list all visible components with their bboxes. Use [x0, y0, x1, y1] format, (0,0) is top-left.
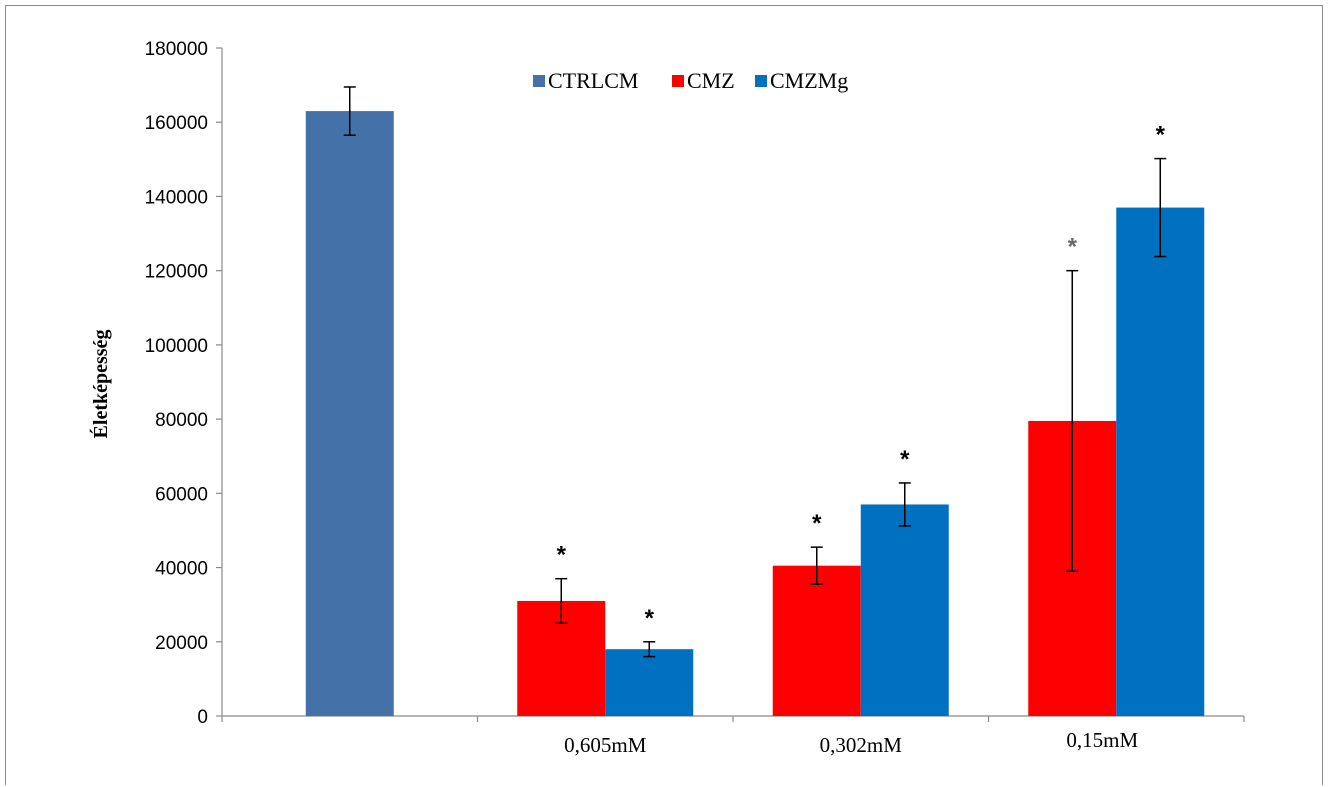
- x-tick-label: 0,15mM: [1066, 728, 1138, 752]
- y-tick-label: 100000: [145, 336, 208, 357]
- y-tick-label: 60000: [155, 484, 208, 505]
- significance-star: *: [1068, 234, 1078, 261]
- x-tick-label: 0,605mM: [564, 733, 647, 757]
- y-tick-label: 40000: [155, 559, 208, 580]
- bar: [772, 565, 861, 716]
- legend-label: CTRLCM: [548, 68, 638, 93]
- bar: [605, 649, 694, 716]
- significance-stars: * * * * * *: [557, 122, 1166, 632]
- significance-star: *: [1156, 122, 1166, 149]
- y-axis-title-group: Életképesség: [89, 330, 112, 439]
- legend-swatch: [755, 75, 767, 87]
- y-tick-label: 80000: [155, 410, 208, 431]
- y-tick-label: 180000: [145, 39, 208, 60]
- significance-star: *: [557, 542, 567, 569]
- bar: [1116, 207, 1205, 717]
- legend-label: CMZ: [687, 68, 735, 93]
- significance-star: *: [812, 510, 822, 537]
- bar: [860, 504, 949, 716]
- y-axis-label: Életképesség: [89, 330, 112, 439]
- bar: [305, 111, 394, 717]
- legend-label: CMZMg: [770, 68, 848, 93]
- x-tick-label: 0,302mM: [820, 733, 903, 757]
- legend: CTRLCM CMZ CMZMg: [533, 68, 848, 93]
- y-tick-label: 120000: [145, 262, 208, 283]
- y-tick-label: 160000: [145, 113, 208, 134]
- y-tick-label: 0: [197, 707, 208, 728]
- legend-swatch: [672, 75, 684, 87]
- significance-star: *: [645, 605, 655, 632]
- chart-frame: [5, 5, 1323, 785]
- legend-swatch: [533, 75, 545, 87]
- error-bars: [343, 86, 1167, 658]
- significance-star: *: [900, 446, 910, 473]
- y-tick-label: 20000: [155, 633, 208, 654]
- bars: [305, 111, 1205, 717]
- axes: 0 20000 40000 60000 80000 100000 120000 140000 1…: [145, 39, 1245, 757]
- y-tick-label: 140000: [145, 187, 208, 208]
